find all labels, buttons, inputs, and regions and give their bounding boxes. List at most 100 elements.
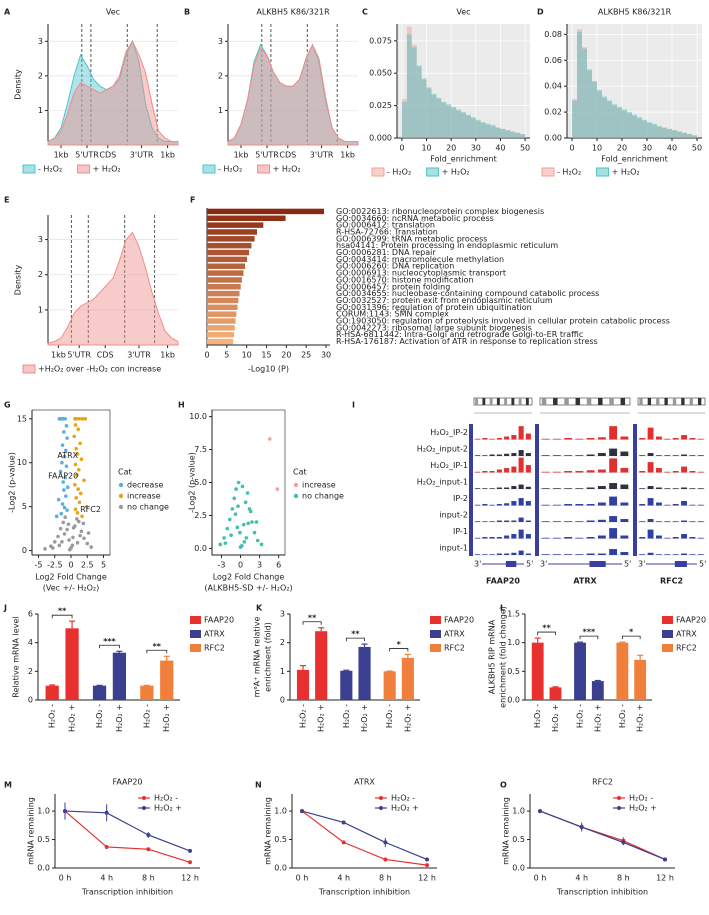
coverage-bin bbox=[525, 553, 531, 555]
ideogram-band bbox=[689, 398, 693, 405]
coverage-bin bbox=[672, 438, 679, 440]
point bbox=[78, 491, 83, 496]
ideogram-band bbox=[656, 398, 660, 405]
term-label: GO:0034660: ncRNA metabolic process bbox=[336, 214, 494, 223]
point bbox=[241, 522, 246, 527]
point bbox=[65, 436, 69, 440]
significance-bracket bbox=[537, 631, 556, 636]
point bbox=[255, 538, 260, 543]
coverage-bin bbox=[681, 501, 687, 506]
coverage-bin bbox=[482, 537, 488, 539]
x-tick-label: 1kb bbox=[160, 151, 175, 160]
point bbox=[245, 491, 250, 495]
point bbox=[242, 540, 247, 544]
point bbox=[75, 540, 80, 545]
legend-swatch bbox=[22, 164, 36, 174]
histogram-bar bbox=[485, 123, 491, 138]
coverage-bin bbox=[475, 488, 481, 489]
legend-label: - H₂O₂ bbox=[38, 165, 62, 174]
x-tick-label: H₂O₂ + bbox=[636, 704, 645, 732]
coverage-bin bbox=[525, 520, 531, 522]
y-tick-label: 4 bbox=[28, 638, 33, 647]
point bbox=[78, 533, 82, 538]
histogram-bar bbox=[622, 109, 627, 138]
x-tick-label: 5'UTR bbox=[67, 351, 91, 360]
x-tick-label: 4 h bbox=[575, 874, 588, 883]
x-axis-label: -Log10 (P) bbox=[248, 365, 289, 374]
point bbox=[72, 434, 77, 439]
bar bbox=[207, 311, 237, 317]
histogram-bar bbox=[637, 117, 642, 138]
coverage-bin bbox=[656, 487, 662, 489]
x-tick-label: H₂O₂ - bbox=[385, 704, 394, 728]
panel-title: ALKBH5 K86/321R bbox=[256, 8, 330, 17]
coverage-bin bbox=[475, 438, 481, 440]
y-tick-label: 0.06 bbox=[544, 56, 562, 65]
x-tick-label: H₂O₂ - bbox=[342, 704, 351, 728]
legend-marker bbox=[293, 482, 299, 488]
track-strip bbox=[633, 424, 637, 556]
y-tick-label: 2 bbox=[280, 638, 285, 647]
significance-label: *** bbox=[103, 637, 116, 646]
y-tick-label: 0.000 bbox=[369, 134, 392, 143]
histogram-bar bbox=[652, 123, 657, 138]
histogram-bar bbox=[416, 65, 422, 138]
histogram-bar bbox=[465, 114, 471, 138]
term-label: hsa04141: Protein processing in endoplas… bbox=[336, 241, 558, 250]
coverage-bin bbox=[697, 471, 704, 473]
histogram-bar bbox=[401, 101, 407, 138]
coverage-bin bbox=[647, 529, 654, 539]
point bbox=[60, 460, 64, 465]
legend-marker bbox=[142, 806, 146, 810]
x-tick-label: 50 bbox=[692, 144, 702, 153]
y-axis-label: -Log2 (p-value) bbox=[8, 452, 17, 513]
legend-label: + H₂O₂ bbox=[93, 165, 121, 174]
legend-title: Cat bbox=[118, 468, 132, 477]
bar bbox=[207, 297, 239, 304]
bar bbox=[207, 331, 234, 338]
annotation: RFC2 bbox=[80, 505, 101, 514]
x-tick-label: 10 bbox=[421, 144, 431, 153]
coverage-bin bbox=[541, 471, 550, 473]
point bbox=[621, 840, 626, 845]
point bbox=[77, 467, 81, 472]
y-tick-label: 1 bbox=[280, 667, 285, 676]
histogram-bar bbox=[520, 134, 526, 138]
point bbox=[235, 525, 240, 530]
x-tick-label: 12 h bbox=[418, 874, 436, 883]
coverage-bin bbox=[672, 504, 679, 506]
legend-marker bbox=[293, 493, 299, 499]
y-tick-label: 0.0 bbox=[512, 864, 525, 873]
x-tick-label: H₂O₂ - bbox=[576, 704, 585, 728]
legend-label: H₂O₂ + bbox=[391, 804, 419, 813]
y-tick-label: 3 bbox=[38, 37, 43, 46]
bar bbox=[207, 256, 248, 263]
coverage-bin bbox=[504, 535, 510, 539]
x-tick-label: 2.5 bbox=[81, 561, 94, 570]
histogram-bar bbox=[515, 132, 521, 138]
coverage-bin bbox=[597, 519, 606, 522]
coverage-bin bbox=[504, 520, 510, 522]
coverage-bin bbox=[489, 488, 495, 489]
coverage-bin bbox=[672, 471, 679, 473]
point bbox=[63, 416, 67, 421]
point bbox=[63, 475, 67, 480]
legend-marker bbox=[142, 796, 146, 800]
coverage-bin bbox=[482, 504, 488, 506]
coverage-bin bbox=[689, 455, 696, 456]
legend-marker bbox=[118, 482, 124, 488]
x-tick-label: H₂O₂ + bbox=[162, 704, 171, 732]
coverage-bin bbox=[689, 471, 696, 473]
x-tick-label: H₂O₂ + bbox=[115, 704, 124, 732]
line bbox=[64, 810, 191, 863]
bar bbox=[207, 284, 241, 290]
point bbox=[73, 482, 77, 487]
y-tick-label: 6 bbox=[28, 610, 33, 619]
coverage-bin bbox=[575, 521, 584, 522]
x-tick-label: 1kb bbox=[234, 151, 249, 160]
bar bbox=[315, 631, 328, 700]
point bbox=[232, 496, 237, 501]
legend-swatch bbox=[190, 630, 201, 638]
coverage-bin bbox=[620, 502, 629, 506]
histogram-bar bbox=[577, 31, 582, 138]
